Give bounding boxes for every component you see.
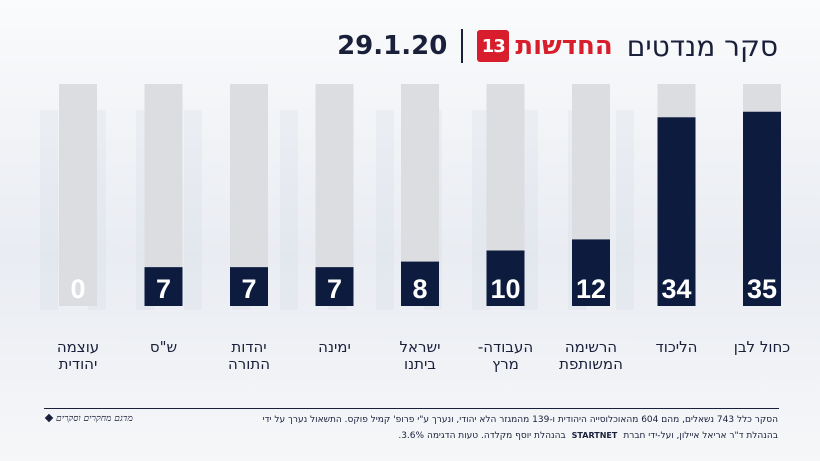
bar <box>315 267 354 306</box>
startnet-logo: STARTNET <box>571 431 618 440</box>
header-separator <box>461 29 464 63</box>
poll-date: 29.1.20 <box>337 31 448 61</box>
value-label: 7 <box>241 274 256 304</box>
footer-notes: הסקר כלל 743 נשאלים, מהם 604 מהאוכלוסייה… <box>38 412 778 444</box>
category-label: ימינה <box>318 338 351 356</box>
value-label: 8 <box>412 274 427 304</box>
category-label: מרץ <box>492 355 519 373</box>
footer-line-2-text-b: בהנהלת יוסף מקלדה. טעות הדגימה 3.6%. <box>398 431 566 441</box>
page-title: סקר מנדטים <box>626 29 778 63</box>
pollster-signature: מדגם מחקרים וסקרים <box>44 413 133 424</box>
bar-track <box>59 84 97 306</box>
bar <box>401 261 439 306</box>
footer-line-1: הסקר כלל 743 נשאלים, מהם 604 מהאוכלוסייה… <box>262 415 778 425</box>
value-label: 35 <box>747 274 777 304</box>
bar <box>144 267 183 306</box>
bar <box>657 117 696 306</box>
category-label: התורה <box>228 355 270 373</box>
value-label: 7 <box>327 274 342 304</box>
category-label: ביתנו <box>404 355 436 373</box>
category-label: הרשימה <box>565 338 617 356</box>
value-label: 0 <box>70 274 85 304</box>
bar <box>743 111 781 306</box>
category-label: העבודה- <box>478 338 533 356</box>
category-label: יהודית <box>59 355 98 373</box>
category-label: ש"ס <box>150 338 177 356</box>
value-label: 34 <box>661 274 691 304</box>
category-label: המשותפת <box>559 355 623 373</box>
value-label: 10 <box>490 274 520 304</box>
value-label: 7 <box>156 274 171 304</box>
footer-line-2: בהנהלת ד"ר אריאל איילון, ועל-ידי חברת STA… <box>38 428 778 444</box>
brand: החדשות 13 <box>477 30 613 62</box>
header: סקר מנדטים החדשות 13 29.1.20 <box>337 22 778 70</box>
category-label: ישראל <box>399 338 440 356</box>
channel-13-logo-icon: 13 <box>477 30 510 62</box>
bar <box>230 267 268 306</box>
category-label: כחול לבן <box>734 338 790 356</box>
value-label: 12 <box>576 274 606 304</box>
signature-text: מדגם מחקרים וסקרים <box>56 414 133 424</box>
diamond-icon <box>44 413 54 423</box>
category-label: הליכוד <box>656 338 698 356</box>
category-label: עוצמה <box>57 338 99 356</box>
footer-divider <box>44 408 779 409</box>
category-label: יהדות <box>231 338 266 356</box>
bar <box>486 250 525 306</box>
brand-name: החדשות <box>515 31 613 61</box>
bar <box>572 239 610 306</box>
footer-line-2-text: בהנהלת ד"ר אריאל איילון, ועל-ידי חברת <box>623 431 778 441</box>
